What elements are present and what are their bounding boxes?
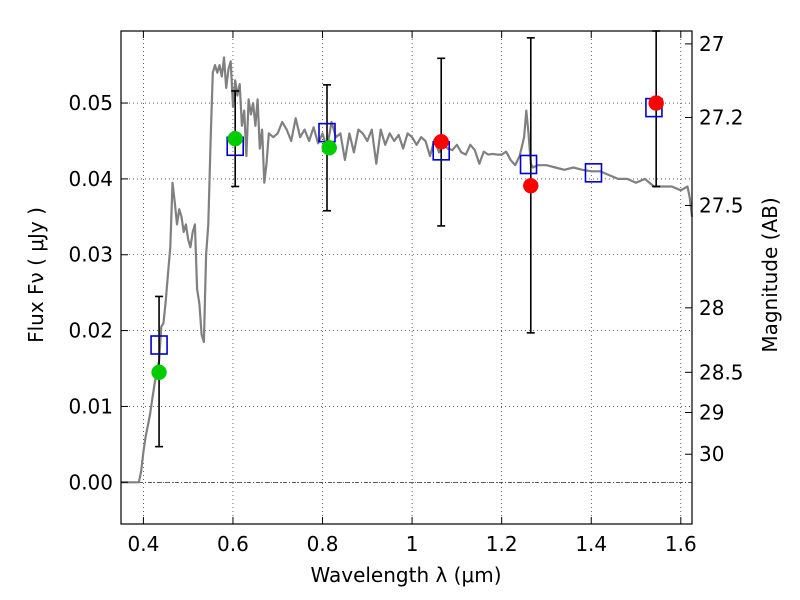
detection-point <box>151 364 167 381</box>
model-sed-line <box>121 56 694 484</box>
plot-frame <box>120 30 693 525</box>
magnitude-tick-label: 30 <box>699 442 724 466</box>
detection-point <box>227 130 243 147</box>
magnitude-tick-label: 27.2 <box>699 105 744 129</box>
y-tick-label: 0.04 <box>68 167 113 191</box>
x-tick-label: 1.4 <box>575 532 607 556</box>
y-tick-label: 0.05 <box>68 91 113 115</box>
x-tick-label: 0.8 <box>307 532 339 556</box>
y-axis-label: Flux Fν ( μJy ) <box>24 207 48 343</box>
upper-limit-point <box>648 95 664 111</box>
y-tick-label: 0.02 <box>68 319 113 343</box>
magnitude-tick-label: 28 <box>699 296 724 320</box>
detection-point <box>321 140 337 156</box>
grid-layer <box>121 31 692 524</box>
axis-layer: 0.4 0.6 0.8 1 1.2 1.4 1.6 0.00 0.01 0.02 0.03 0.04 0… <box>68 30 744 556</box>
synthetic-flux-square <box>519 154 538 175</box>
x-tick-label: 0.4 <box>127 532 159 556</box>
upper-limit-point <box>433 133 449 150</box>
x-tick-label: 1.6 <box>665 532 697 556</box>
magnitude-tick-label: 29 <box>699 401 724 425</box>
x-tick-label: 1.2 <box>486 532 518 556</box>
x-tick-label: 0.6 <box>217 532 249 556</box>
y-tick-label: 0.01 <box>68 394 113 418</box>
y-tick-label: 0.00 <box>68 470 113 494</box>
synthetic-flux-square <box>150 335 168 355</box>
magnitude-tick-label: 27 <box>699 32 724 56</box>
series-layer <box>121 30 694 484</box>
upper-limit-point <box>523 177 539 194</box>
magnitude-tick-label: 27.5 <box>699 193 744 217</box>
synthetic-flux-square <box>584 163 603 183</box>
y-tick-label: 0.03 <box>68 243 113 267</box>
x-axis-label: Wavelength λ (μm) <box>310 563 501 587</box>
x-tick-label: 1 <box>406 532 419 556</box>
right-axis-label: Magnitude (AB) <box>758 197 782 352</box>
magnitude-tick-label: 28.5 <box>699 360 744 384</box>
